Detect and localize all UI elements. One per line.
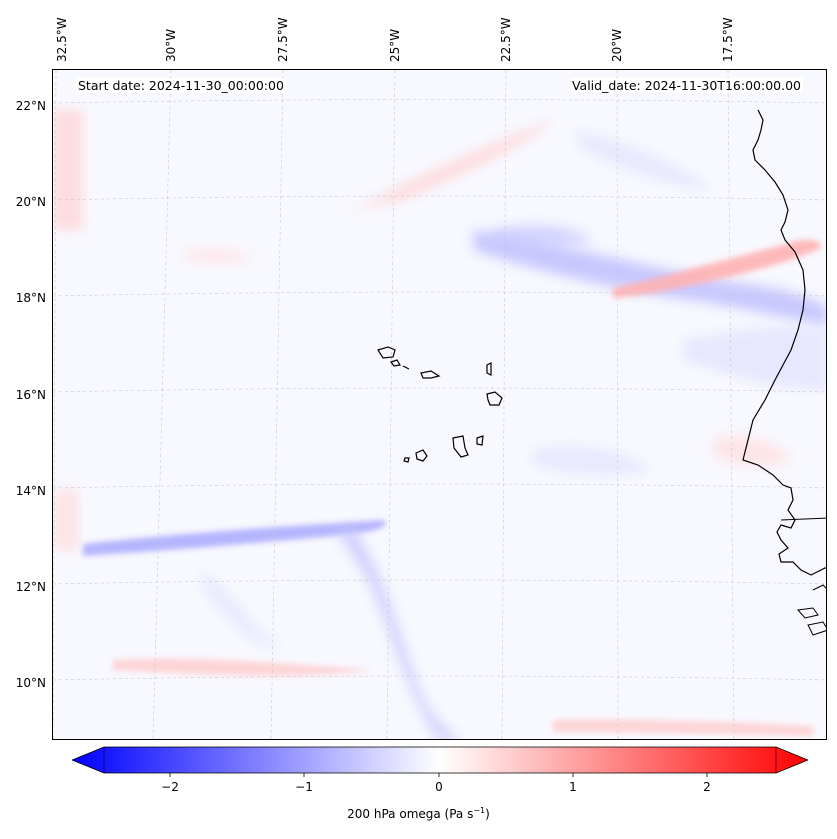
blue-patch-21n: [573, 130, 713, 190]
gambia-border: [780, 517, 826, 521]
red-patch-14-5n: [713, 436, 793, 466]
lon-label-27-5w: 27.5°W: [276, 17, 290, 62]
colorbar-label: 200 hPa omega (Pa s−1): [0, 806, 837, 821]
meridian-27-5w: [270, 70, 284, 739]
colorbar-tick-minus-2: −2: [161, 780, 179, 794]
parallel-20n: [53, 195, 826, 201]
island-brava: [403, 457, 410, 463]
colorbar-body: [72, 746, 808, 774]
meridian-20w: [616, 70, 619, 739]
africa-coastline: [742, 109, 826, 576]
red-band-10-5n: [113, 658, 373, 676]
lon-label-20w: 20°W: [610, 28, 624, 62]
graticule: [53, 70, 826, 739]
cape-verde-islands: [377, 346, 503, 463]
lat-label-22n: 22°N: [15, 99, 46, 113]
map-panel[interactable]: [52, 69, 827, 740]
colorbar-tick-0: 0: [435, 780, 443, 794]
red-band-18-5n: [613, 239, 823, 298]
island-sao-vicente: [390, 359, 401, 367]
red-edge-21n: [53, 110, 83, 230]
island-maio: [476, 435, 484, 446]
parallel-10n: [53, 675, 826, 681]
blue-band-18n: [473, 230, 826, 326]
start-date-label: Start date: 2024-11-30_00:00:00: [76, 78, 286, 93]
island-fogo: [415, 449, 428, 462]
red-edge-13n: [53, 490, 78, 550]
colorbar-tick-minus-1: −1: [295, 780, 313, 794]
blue-patch-12n-west: [203, 570, 283, 650]
omega-colorbar: [72, 746, 808, 774]
bijagos-islands: [797, 584, 826, 636]
meridian-32-5w: [53, 70, 57, 739]
island-sao-nicolau: [420, 370, 441, 379]
lon-label-30w: 30°W: [164, 28, 178, 62]
colorbar-label-end: ): [485, 807, 490, 821]
lon-label-25w: 25°W: [388, 28, 402, 62]
colorbar-tick-2: 2: [703, 780, 711, 794]
negative-omega-features: [83, 130, 826, 739]
lat-label-12n: 12°N: [15, 580, 46, 594]
parallel-16n: [53, 387, 826, 393]
blue-patch-15n: [533, 446, 653, 476]
blue-patch-19n: [493, 224, 593, 247]
red-band-21n: [353, 120, 553, 210]
omega-field-map: [53, 70, 826, 739]
parallel-18n: [53, 291, 826, 297]
red-patch-18-5n-west: [183, 248, 253, 264]
lat-label-20n: 20°N: [15, 195, 46, 209]
positive-omega-features: [53, 110, 823, 736]
island-sal: [486, 362, 492, 376]
lat-label-16n: 16°N: [15, 388, 46, 402]
parallel-12n: [53, 579, 826, 585]
blue-patch-coast: [683, 326, 826, 390]
lat-label-18n: 18°N: [15, 291, 46, 305]
blue-band-south: [338, 528, 462, 739]
lon-label-22-5w: 22.5°W: [499, 17, 513, 62]
lon-label-17-5w: 17.5°W: [721, 17, 735, 62]
island-boa-vista: [486, 391, 503, 406]
lon-label-32-5w: 32.5°W: [55, 17, 69, 62]
lat-label-10n: 10°N: [15, 676, 46, 690]
parallel-22n: [53, 99, 826, 104]
parallel-14n: [53, 483, 826, 489]
meridian-25w: [386, 70, 396, 739]
island-santo-antao: [377, 346, 396, 359]
island-santiago: [452, 435, 469, 458]
island-santa-luzia: [402, 365, 410, 370]
colorbar-label-exponent: −1: [473, 806, 486, 815]
meridian-30w: [152, 70, 172, 739]
lat-label-14n: 14°N: [15, 484, 46, 498]
blue-band-12n: [83, 520, 386, 556]
colorbar-tick-1: 1: [569, 780, 577, 794]
colorbar-label-main: 200 hPa omega (Pa s: [347, 807, 474, 821]
meridian-17-5w: [727, 70, 735, 739]
meridian-22-5w: [501, 70, 507, 739]
valid-date-label: Valid_date: 2024-11-30T16:00:00.00: [569, 78, 803, 93]
